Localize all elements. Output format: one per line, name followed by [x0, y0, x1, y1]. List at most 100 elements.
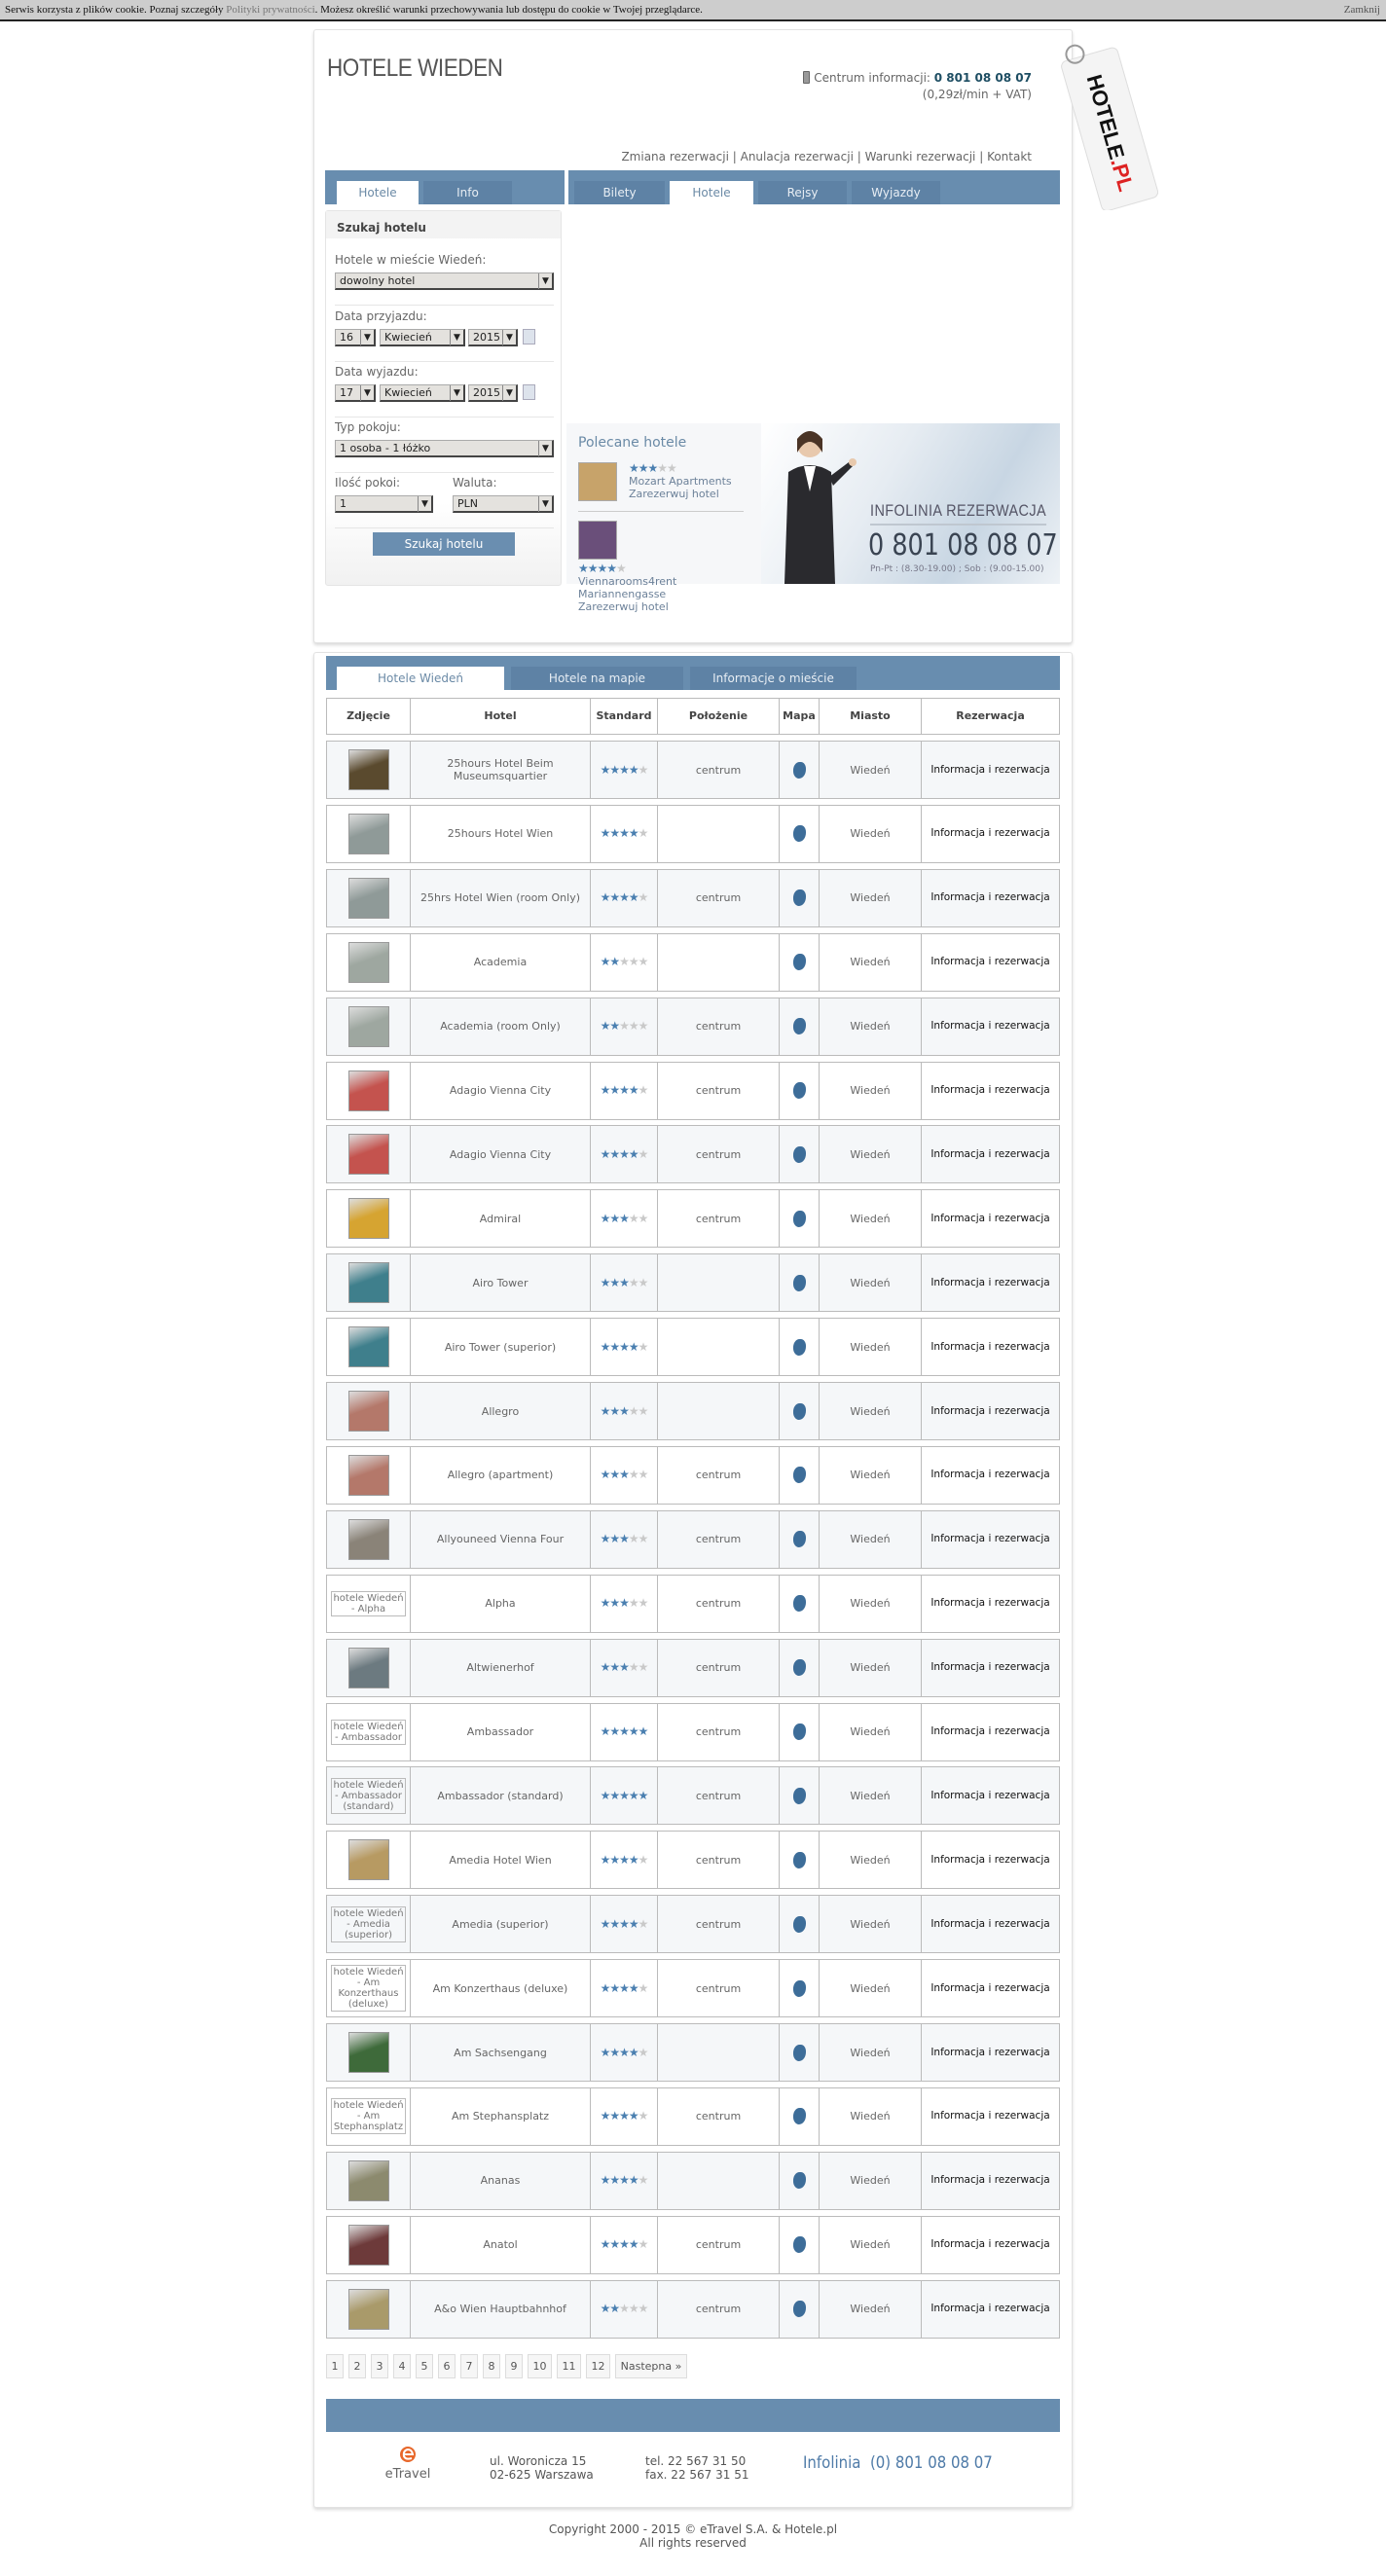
currency-select[interactable]: PLN ▼ [453, 495, 554, 513]
page-8-button[interactable]: 8 [483, 2354, 500, 2378]
reservation-link[interactable]: Informacja i rezerwacja [930, 2174, 1050, 2187]
etravel-logo[interactable]: eTravel [383, 2445, 433, 2482]
page-2-button[interactable]: 2 [348, 2354, 366, 2378]
hotel-thumbnail[interactable] [347, 749, 389, 790]
map-pin-icon[interactable] [792, 2108, 806, 2125]
tab-hotels-map[interactable]: Hotele na mapie [511, 667, 683, 690]
tab-bilety[interactable]: Bilety [574, 181, 665, 204]
tab-wyjazdy[interactable]: Wyjazdy [852, 181, 940, 204]
map-pin-icon[interactable] [792, 1851, 806, 1869]
hotel-name[interactable]: Ananas [480, 2174, 521, 2188]
privacy-policy-link[interactable]: Polityki prywatności [226, 4, 315, 16]
page-11-button[interactable]: 11 [557, 2354, 581, 2378]
recommended-thumb[interactable] [578, 521, 617, 560]
hotel-name[interactable]: Am Konzerthaus (deluxe) [432, 1981, 568, 1995]
reservation-link[interactable]: Informacja i rezerwacja [930, 1917, 1050, 1930]
map-pin-icon[interactable] [792, 1723, 806, 1740]
hotel-thumbnail[interactable] [347, 1647, 389, 1688]
hotel-name[interactable]: Academia (room Only) [440, 1020, 561, 1034]
link-cancel-reservation[interactable]: Anulacja rezerwacji [740, 150, 854, 163]
hotel-thumbnail[interactable] [347, 1262, 389, 1304]
hotel-name[interactable]: Airo Tower [472, 1276, 529, 1289]
recommended-book-link[interactable]: Zarezerwuj hotel [629, 488, 719, 500]
photo-alt-text[interactable]: hotele Wiedeń - Am Konzerthaus (deluxe) [331, 1965, 406, 2013]
hotel-name[interactable]: 25hours Hotel Beim Museumsquartier [447, 757, 554, 782]
map-pin-icon[interactable] [792, 889, 806, 907]
hotel-thumbnail[interactable] [347, 1326, 389, 1368]
page-4-button[interactable]: 4 [393, 2354, 411, 2378]
page-10-button[interactable]: 10 [528, 2354, 552, 2378]
map-pin-icon[interactable] [792, 1915, 806, 1933]
reservation-link[interactable]: Informacja i rezerwacja [930, 1853, 1050, 1866]
reservation-link[interactable]: Informacja i rezerwacja [930, 2303, 1050, 2315]
map-pin-icon[interactable] [792, 761, 806, 779]
reservation-link[interactable]: Informacja i rezerwacja [930, 1469, 1050, 1481]
map-pin-icon[interactable] [792, 954, 806, 971]
hotel-name[interactable]: Allyouneed Vienna Four [436, 1533, 565, 1546]
hotel-thumbnail[interactable] [347, 1839, 389, 1881]
tab-hotele-left[interactable]: Hotele [337, 181, 419, 204]
photo-alt-text[interactable]: hotele Wiedeń - Am Stephansplatz [331, 2098, 406, 2135]
rooms-select[interactable]: 1 ▼ [335, 495, 433, 513]
tab-info[interactable]: Info [423, 181, 512, 204]
hotel-name[interactable]: Alpha [485, 1597, 516, 1611]
map-pin-icon[interactable] [792, 1210, 806, 1227]
page-3-button[interactable]: 3 [371, 2354, 388, 2378]
reservation-link[interactable]: Informacja i rezerwacja [930, 1981, 1050, 1994]
photo-alt-text[interactable]: hotele Wiedeń - Ambassador [331, 1719, 406, 1745]
hotel-name[interactable]: Amedia (superior) [452, 1917, 549, 1931]
hotel-thumbnail[interactable] [347, 877, 389, 919]
map-pin-icon[interactable] [792, 825, 806, 843]
arrival-year-select[interactable]: 2015 ▼ [468, 329, 518, 346]
calendar-icon[interactable] [523, 329, 535, 345]
hotel-thumbnail[interactable] [347, 2224, 389, 2266]
recommended-book-link[interactable]: Zarezerwuj hotel [578, 600, 669, 613]
tab-hotels-vienna[interactable]: Hotele Wiedeń [337, 667, 504, 690]
hotel-thumbnail[interactable] [347, 1005, 389, 1047]
hotel-name[interactable]: Ambassador (standard) [437, 1789, 564, 1802]
map-pin-icon[interactable] [792, 1082, 806, 1099]
hotel-name[interactable]: Adagio Vienna City [449, 1084, 552, 1097]
page-9-button[interactable]: 9 [505, 2354, 523, 2378]
map-pin-icon[interactable] [792, 1402, 806, 1420]
reservation-link[interactable]: Informacja i rezerwacja [930, 1147, 1050, 1160]
page-6-button[interactable]: 6 [438, 2354, 456, 2378]
arrival-day-select[interactable]: 16 ▼ [335, 329, 376, 346]
tab-city-info[interactable]: Informacje o mieście [690, 667, 857, 690]
hotel-thumbnail[interactable] [347, 1134, 389, 1176]
recommended-thumb[interactable] [578, 462, 617, 501]
hotel-name[interactable]: Altwienerhof [466, 1661, 534, 1675]
hotel-name[interactable]: Airo Tower (superior) [444, 1340, 557, 1354]
page-1-button[interactable]: 1 [326, 2354, 344, 2378]
map-pin-icon[interactable] [792, 1467, 806, 1484]
reservation-link[interactable]: Informacja i rezerwacja [930, 1533, 1050, 1545]
hotel-thumbnail[interactable] [347, 1518, 389, 1560]
map-pin-icon[interactable] [792, 2172, 806, 2190]
hotel-thumbnail[interactable] [347, 813, 389, 854]
search-button[interactable]: Szukaj hotelu [373, 532, 515, 556]
reservation-link[interactable]: Informacja i rezerwacja [930, 1597, 1050, 1610]
hotel-thumbnail[interactable] [347, 1070, 389, 1111]
cookie-close-button[interactable]: Zamknij [1343, 4, 1380, 16]
photo-alt-text[interactable]: hotele Wiedeń - Amedia (superior) [331, 1905, 406, 1942]
reservation-link[interactable]: Informacja i rezerwacja [930, 1789, 1050, 1801]
hotel-name[interactable]: Admiral [479, 1212, 522, 1225]
recommended-name[interactable]: Viennarooms4rent Mariannengasse [578, 575, 677, 600]
hotel-name[interactable]: Amedia Hotel Wien [449, 1853, 552, 1867]
map-pin-icon[interactable] [792, 1274, 806, 1291]
hotel-thumbnail[interactable] [347, 1198, 389, 1240]
hotel-name[interactable]: 25hours Hotel Wien [447, 827, 554, 841]
map-pin-icon[interactable] [792, 2044, 806, 2061]
departure-day-select[interactable]: 17 ▼ [335, 384, 376, 402]
hotel-thumbnail[interactable] [347, 941, 389, 983]
room-type-select[interactable]: 1 osoba - 1 łóżko ▼ [335, 440, 554, 457]
hotel-name[interactable]: Allegro [481, 1404, 520, 1418]
reservation-link[interactable]: Informacja i rezerwacja [930, 1020, 1050, 1033]
reservation-link[interactable]: Informacja i rezerwacja [930, 1725, 1050, 1737]
reservation-link[interactable]: Informacja i rezerwacja [930, 2110, 1050, 2122]
infoline-banner[interactable]: INFOLINIA REZERWACJA 0 801 08 08 07 Pn-P… [566, 423, 1060, 613]
reservation-link[interactable]: Informacja i rezerwacja [930, 891, 1050, 904]
hotel-select[interactable]: dowolny hotel ▼ [335, 272, 554, 290]
hotel-name[interactable]: Academia [473, 956, 528, 969]
map-pin-icon[interactable] [792, 1145, 806, 1163]
